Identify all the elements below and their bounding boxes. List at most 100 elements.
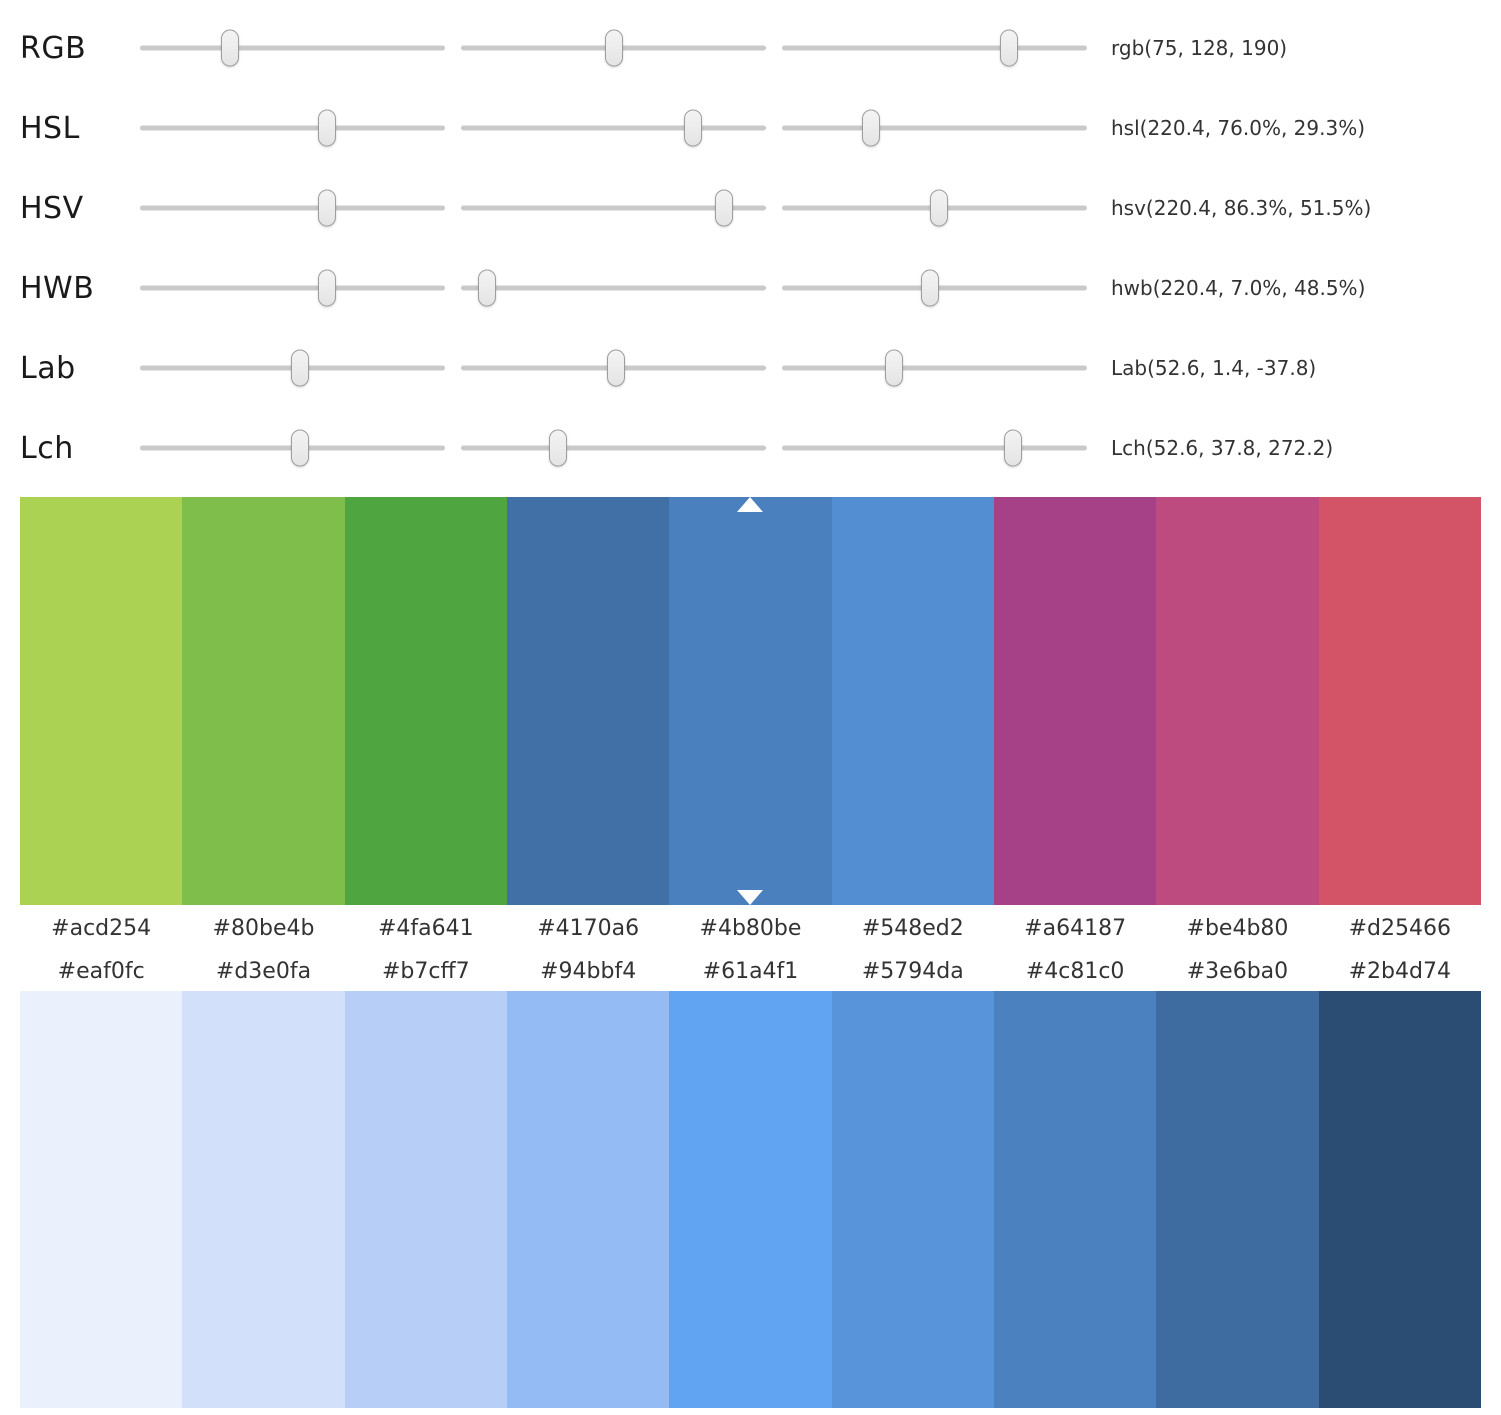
lab-slider-2[interactable] xyxy=(782,346,1087,390)
slider-row-hsv: HSV hsv(220.4, 86.3%, 51.5%) xyxy=(0,168,1501,248)
lch-value-text: Lch(52.6, 37.8, 272.2) xyxy=(1111,436,1334,460)
rgb-slider-2[interactable] xyxy=(782,26,1087,70)
hue-swatch-1[interactable] xyxy=(182,497,345,905)
hwb-slider-handle-1[interactable] xyxy=(477,269,496,307)
hsv-value-text: hsv(220.4, 86.3%, 51.5%) xyxy=(1111,196,1372,220)
hwb-slider-1[interactable] xyxy=(461,266,766,310)
tone-hex-label-5: #5794da xyxy=(861,958,964,984)
tone-hex-labels: #eaf0fc #d3e0fa #b7cff7 #94bbf4 #61a4f1 #5794… xyxy=(20,951,1481,991)
hsl-slider-handle-0[interactable] xyxy=(317,109,336,147)
slider-row-hwb: HWB hwb(220.4, 7.0%, 48.5%) xyxy=(0,248,1501,328)
tone-hex-label-7: #3e6ba0 xyxy=(1186,958,1289,984)
hwb-slider-2[interactable] xyxy=(782,266,1087,310)
tone-hex-label-6: #4c81c0 xyxy=(1025,958,1125,984)
hue-swatch-8[interactable] xyxy=(1318,497,1481,905)
rgb-slider-handle-2[interactable] xyxy=(1000,29,1019,67)
hsl-slider-handle-2[interactable] xyxy=(862,109,881,147)
hsv-slider-handle-2[interactable] xyxy=(930,189,949,227)
hsv-slider-2[interactable] xyxy=(782,186,1087,230)
tone-swatch-1[interactable] xyxy=(182,991,345,1408)
rgb-slider-handle-0[interactable] xyxy=(220,29,239,67)
hsl-slider-track-0[interactable] xyxy=(140,125,445,131)
slider-row-hsl: HSL hsl(220.4, 76.0%, 29.3%) xyxy=(0,88,1501,168)
hsl-slider-track-1[interactable] xyxy=(461,125,766,131)
hue-hex-label-8: #d25466 xyxy=(1348,915,1451,941)
hsl-track-group xyxy=(140,106,1087,150)
tone-swatch-7[interactable] xyxy=(1156,991,1319,1408)
lab-slider-handle-0[interactable] xyxy=(291,349,310,387)
tone-hex-label-4: #61a4f1 xyxy=(702,958,799,984)
slider-row-lch: Lch Lch(52.6, 37.8, 272.2) xyxy=(0,408,1501,488)
hue-swatch-6[interactable] xyxy=(993,497,1157,905)
hsv-slider-track-1[interactable] xyxy=(461,205,766,211)
hue-hex-label-4: #4b80be xyxy=(699,915,802,941)
hue-palette xyxy=(20,497,1481,905)
hwb-value-text: hwb(220.4, 7.0%, 48.5%) xyxy=(1111,276,1366,300)
hsv-slider-1[interactable] xyxy=(461,186,766,230)
rgb-slider-handle-1[interactable] xyxy=(605,29,624,67)
lab-slider-track-2[interactable] xyxy=(782,365,1087,371)
hwb-slider-track-1[interactable] xyxy=(461,285,766,291)
rgb-slider-1[interactable] xyxy=(461,26,766,70)
slider-section: RGB rgb(75, 128, 190) HSL hsl(220.4, 76.0%,… xyxy=(0,0,1501,497)
lab-slider-1[interactable] xyxy=(461,346,766,390)
hue-hex-label-6: #a64187 xyxy=(1024,915,1127,941)
hue-swatch-7[interactable] xyxy=(1156,497,1319,905)
tone-palette xyxy=(20,991,1481,1408)
rgb-track-group xyxy=(140,26,1087,70)
color-model-label-lch: Lch xyxy=(20,430,74,466)
hue-hex-label-3: #4170a6 xyxy=(537,915,640,941)
rgb-slider-track-0[interactable] xyxy=(140,45,445,51)
lch-slider-2[interactable] xyxy=(782,426,1087,470)
hwb-slider-track-0[interactable] xyxy=(140,285,445,291)
hsl-slider-0[interactable] xyxy=(140,106,445,150)
lab-slider-handle-2[interactable] xyxy=(884,349,903,387)
tone-hex-label-0: #eaf0fc xyxy=(57,958,145,984)
tone-swatch-3[interactable] xyxy=(506,991,670,1408)
lab-slider-handle-1[interactable] xyxy=(606,349,625,387)
hue-hex-label-7: #be4b80 xyxy=(1186,915,1289,941)
tone-swatch-0[interactable] xyxy=(20,991,183,1408)
lch-track-group xyxy=(140,426,1087,470)
tone-swatch-8[interactable] xyxy=(1318,991,1481,1408)
lch-slider-handle-0[interactable] xyxy=(291,429,310,467)
hue-swatch-4[interactable] xyxy=(669,497,832,905)
lch-slider-track-2[interactable] xyxy=(782,445,1087,451)
lab-slider-0[interactable] xyxy=(140,346,445,390)
hsl-value-text: hsl(220.4, 76.0%, 29.3%) xyxy=(1111,116,1366,140)
hue-swatch-2[interactable] xyxy=(344,497,507,905)
lch-slider-track-1[interactable] xyxy=(461,445,766,451)
tone-hex-label-3: #94bbf4 xyxy=(540,958,637,984)
hsv-slider-0[interactable] xyxy=(140,186,445,230)
lch-slider-handle-2[interactable] xyxy=(1003,429,1022,467)
hsl-slider-handle-1[interactable] xyxy=(683,109,702,147)
hsv-slider-track-0[interactable] xyxy=(140,205,445,211)
hue-swatch-3[interactable] xyxy=(506,497,670,905)
color-model-label-lab: Lab xyxy=(20,350,76,386)
hsl-slider-track-2[interactable] xyxy=(782,125,1087,131)
rgb-slider-0[interactable] xyxy=(140,26,445,70)
lab-track-group xyxy=(140,346,1087,390)
tone-swatch-2[interactable] xyxy=(344,991,507,1408)
hue-hex-label-5: #548ed2 xyxy=(861,915,964,941)
hwb-slider-0[interactable] xyxy=(140,266,445,310)
lch-slider-0[interactable] xyxy=(140,426,445,470)
tone-swatch-6[interactable] xyxy=(993,991,1157,1408)
hsl-slider-1[interactable] xyxy=(461,106,766,150)
hue-swatch-0[interactable] xyxy=(20,497,183,905)
hsv-slider-handle-1[interactable] xyxy=(715,189,734,227)
rgb-value-text: rgb(75, 128, 190) xyxy=(1111,36,1288,60)
hue-swatch-5[interactable] xyxy=(831,497,994,905)
lch-slider-handle-1[interactable] xyxy=(548,429,567,467)
hsv-slider-handle-0[interactable] xyxy=(317,189,336,227)
slider-row-rgb: RGB rgb(75, 128, 190) xyxy=(0,8,1501,88)
color-model-label-hsl: HSL xyxy=(20,110,80,146)
tone-swatch-4[interactable] xyxy=(669,991,832,1408)
rgb-slider-track-2[interactable] xyxy=(782,45,1087,51)
tone-swatch-5[interactable] xyxy=(831,991,994,1408)
lch-slider-1[interactable] xyxy=(461,426,766,470)
hwb-slider-handle-2[interactable] xyxy=(920,269,939,307)
hsl-slider-2[interactable] xyxy=(782,106,1087,150)
hwb-slider-handle-0[interactable] xyxy=(317,269,336,307)
hsv-track-group xyxy=(140,186,1087,230)
